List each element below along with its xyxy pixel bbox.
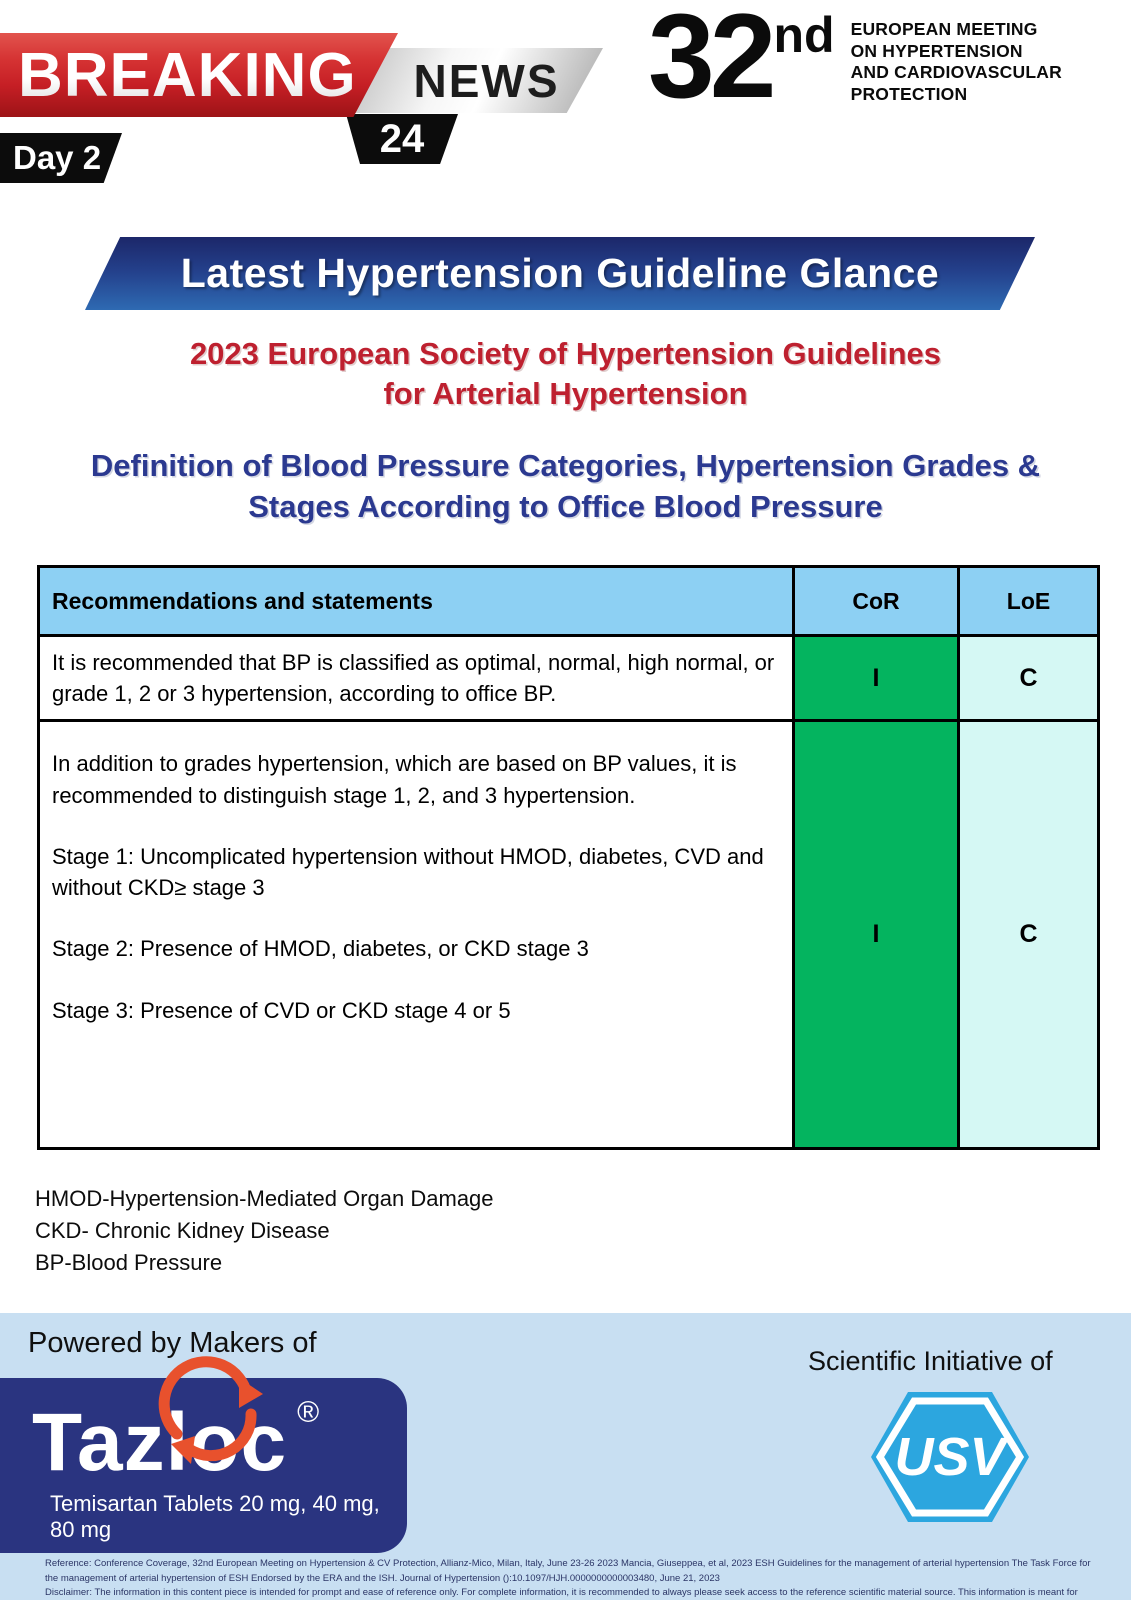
registered-mark: ® <box>297 1395 320 1429</box>
loe-cell: C <box>957 633 1100 723</box>
usv-label: USV <box>894 1427 1009 1487</box>
statement-cell: It is recommended that BP is classified … <box>37 633 795 723</box>
day-badge: Day 2 <box>0 133 122 183</box>
statement-text: In addition to grades hypertension, whic… <box>52 751 737 808</box>
breaking-banner: BREAKING <box>0 33 398 117</box>
glance-banner: Latest Hypertension Guideline Glance <box>85 237 1035 310</box>
congress-name-line: EUROPEAN MEETING <box>850 19 1038 39</box>
guideline-title: 2023 European Society of Hypertension Gu… <box>0 334 1131 415</box>
statement-text: Stage 2: Presence of HMOD, diabetes, or … <box>52 936 589 962</box>
channel-24-badge: 24 <box>346 114 458 164</box>
table-row: It is recommended that BP is classified … <box>37 633 1100 723</box>
statement-cell: In addition to grades hypertension, whic… <box>37 719 795 1151</box>
abbreviation-item: CKD- Chronic Kidney Disease <box>35 1217 330 1243</box>
section-title-line1: Definition of Blood Pressure Categories,… <box>90 448 1041 483</box>
disclaimer-text: Disclaimer: The information in this cont… <box>45 1587 1078 1599</box>
col-header-recommendations: Recommendations and statements <box>37 565 795 637</box>
footer: Powered by Makers of Scientific Initiati… <box>0 1313 1131 1600</box>
statement-text: It is recommended that BP is classified … <box>52 650 775 707</box>
congress-logo: 32 nd EUROPEAN MEETING ON HYPERTENSION A… <box>648 0 1062 123</box>
congress-ordinal: nd <box>773 7 835 63</box>
tazloc-logo: Tazl o c ® Temisartan Tablets 20 mg, 40 … <box>0 1356 407 1553</box>
col-header-cor: CoR <box>792 565 960 637</box>
section-title-line2: Stages According to Office Blood Pressur… <box>248 488 883 524</box>
orange-swirl-icon <box>159 1356 264 1464</box>
loe-cell: C <box>957 719 1100 1151</box>
guideline-title-line1: 2023 European Society of Hypertension Gu… <box>189 336 942 371</box>
congress-number: 32 <box>648 0 777 123</box>
recommendations-table: Recommendations and statements CoR LoE I… <box>37 565 1100 1151</box>
usv-logo: USV <box>871 1392 1029 1522</box>
tazloc-brand-name: Tazl o c ® <box>32 1356 319 1484</box>
abbreviation-item: HMOD-Hypertension-Mediated Organ Damage <box>35 1186 494 1211</box>
news-label: NEWS <box>413 54 560 107</box>
section-title: Definition of Blood Pressure Categories,… <box>0 446 1131 528</box>
congress-name-line: ON HYPERTENSION <box>850 40 1023 61</box>
fine-print: Reference: Conference Coverage, 32nd Eur… <box>45 1557 1097 1600</box>
reference-text: Reference: Conference Coverage, 32nd Eur… <box>45 1558 1091 1584</box>
cor-cell: I <box>792 633 960 723</box>
brand-letter-o: o <box>159 1356 264 1484</box>
congress-name-line: AND CARDIOVASCULAR <box>850 62 1062 83</box>
statement-text: Stage 3: Presence of CVD or CKD stage 4 … <box>52 997 511 1023</box>
glance-banner-title: Latest Hypertension Guideline Glance <box>180 250 940 296</box>
congress-name: EUROPEAN MEETING ON HYPERTENSION AND CAR… <box>851 19 1062 107</box>
tablets-line: Temisartan Tablets 20 mg, 40 mg, 80 mg <box>50 1491 380 1542</box>
scientific-initiative-label: Scientific Initiative of <box>808 1346 1053 1376</box>
table-row: In addition to grades hypertension, whic… <box>37 719 1100 1151</box>
cor-cell: I <box>792 719 960 1151</box>
breaking-label: BREAKING <box>18 40 357 110</box>
col-header-loe: LoE <box>957 565 1100 637</box>
abbreviation-item: BP-Blood Pressure <box>35 1249 223 1275</box>
powered-by-label: Powered by Makers of <box>28 1327 317 1359</box>
table-header-row: Recommendations and statements CoR LoE <box>37 565 1100 637</box>
guideline-title-line2: for Arterial Hypertension <box>383 376 748 412</box>
statement-text: Stage 1: Uncomplicated hypertension with… <box>52 843 764 901</box>
abbreviation-list: HMOD-Hypertension-Mediated Organ Damage … <box>35 1183 494 1279</box>
news-banner: NEWS <box>347 48 603 113</box>
day-badge-label: Day 2 <box>13 139 102 176</box>
congress-name-line: PROTECTION <box>850 84 968 105</box>
channel-number: 24 <box>379 116 425 161</box>
